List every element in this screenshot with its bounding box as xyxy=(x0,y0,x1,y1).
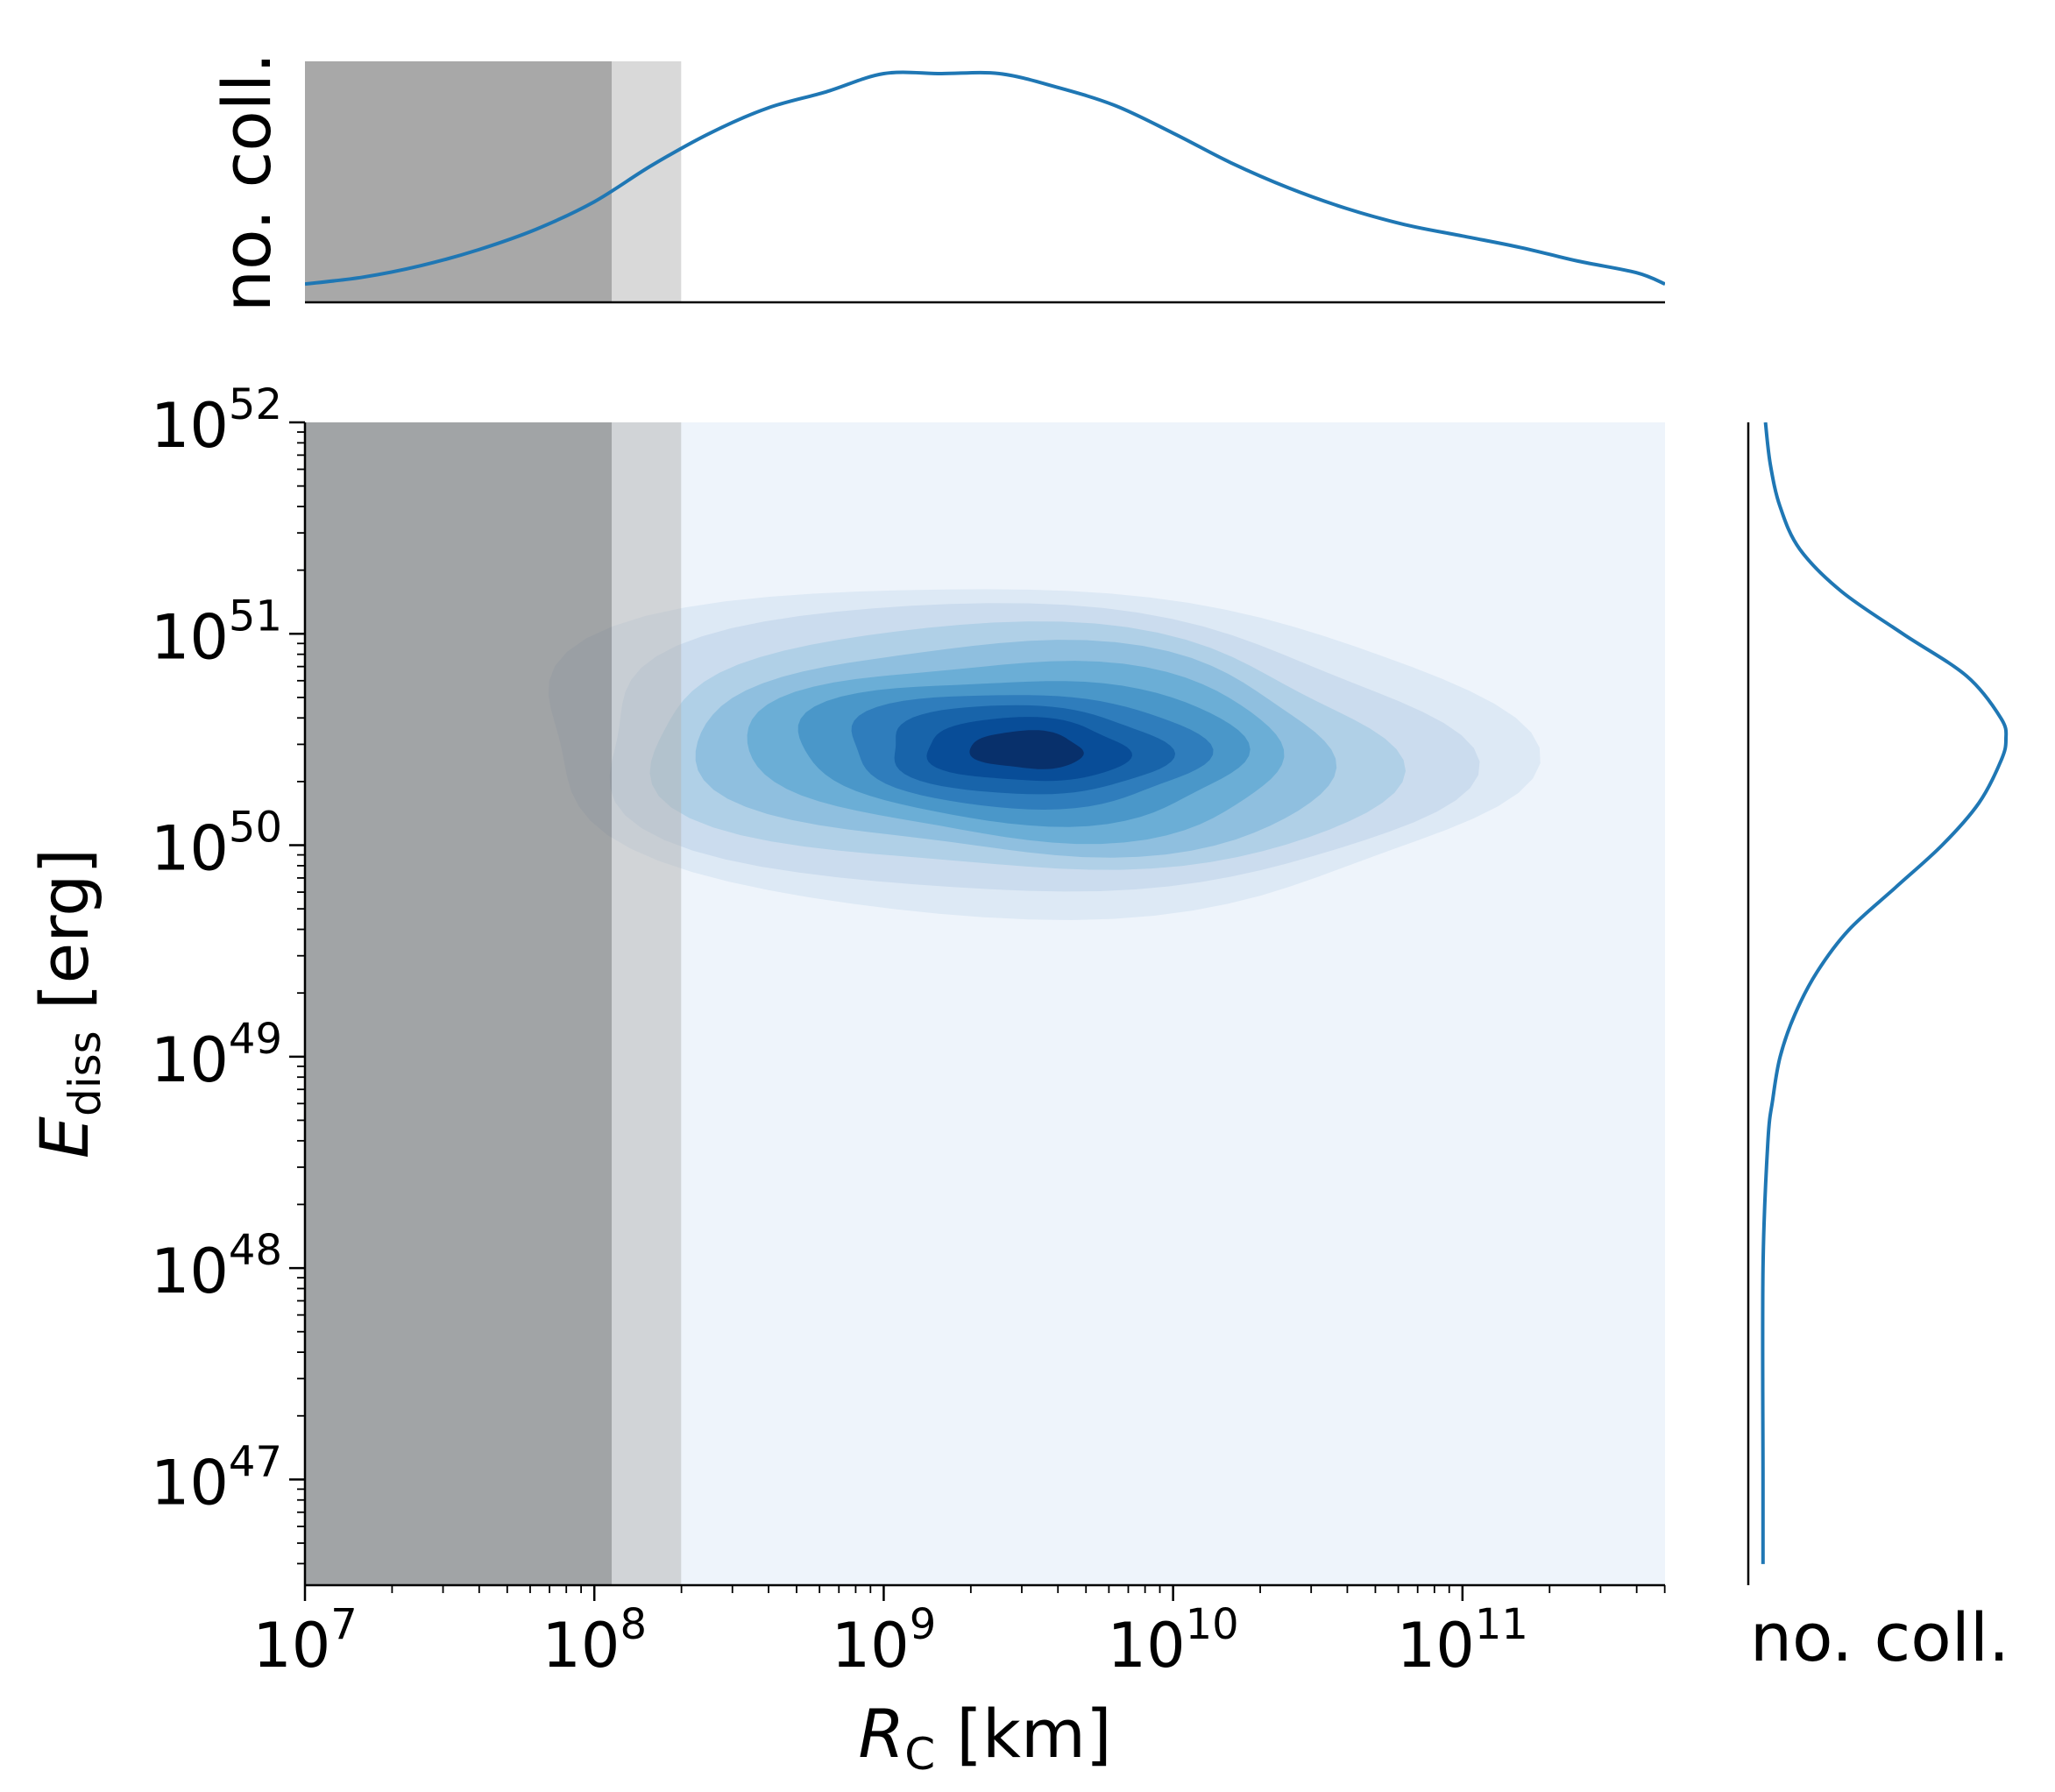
y-axis-label-sub: diss xyxy=(60,1031,110,1116)
main-plot: 107 108 109 1010 1011 1047104810491050105110… xyxy=(25,380,1666,1780)
top-marginal-curve xyxy=(305,70,1665,287)
right-marginal: no. coll. xyxy=(1747,422,2009,1676)
y-tick-label: 1051 xyxy=(151,591,282,673)
x-tick-label: 109 xyxy=(832,1600,937,1682)
top-excluded-regions xyxy=(305,61,682,302)
x-tick-label: 108 xyxy=(542,1600,647,1682)
right-marginal-curve xyxy=(1761,422,2009,1564)
x-axis-label: RC [km] xyxy=(858,1695,1111,1780)
kde-contours xyxy=(548,589,1541,920)
top-excluded-region-2 xyxy=(612,61,682,302)
y-axis-label: Ediss [erg] xyxy=(25,848,110,1158)
top-excluded-region-1 xyxy=(305,61,613,302)
main-excluded-regions xyxy=(305,422,682,1585)
y-tick-label: 1049 xyxy=(151,1015,282,1096)
y-tick-label: 1048 xyxy=(151,1226,282,1307)
contour-level-10 xyxy=(969,730,1084,769)
main-excluded-region-2 xyxy=(612,422,682,1585)
top-marginal: no. coll. xyxy=(208,53,1665,312)
x-axis-label-sub: C xyxy=(904,1729,935,1780)
y-axis-label-main: E xyxy=(25,1116,103,1158)
x-axis-label-main: R xyxy=(858,1695,904,1773)
x-axis-label-unit: [km] xyxy=(935,1695,1112,1773)
x-tick-label: 107 xyxy=(252,1600,358,1682)
x-tick-label: 1011 xyxy=(1397,1600,1528,1682)
y-axis-label-unit: [erg] xyxy=(25,848,103,1031)
x-axis-ticks: 107 108 109 1010 1011 xyxy=(252,1585,1666,1682)
y-tick-label: 1047 xyxy=(151,1437,282,1519)
top-marginal-ylabel: no. coll. xyxy=(208,53,286,312)
right-marginal-xlabel: no. coll. xyxy=(1750,1598,2009,1676)
y-tick-label: 1052 xyxy=(151,380,282,462)
y-axis-ticks: 1047 1048 1049 1050 1051 1052 xyxy=(151,380,305,1565)
x-tick-label: 1010 xyxy=(1108,1600,1239,1682)
y-tick-label: 1050 xyxy=(151,804,282,885)
main-excluded-region-1 xyxy=(305,422,613,1585)
